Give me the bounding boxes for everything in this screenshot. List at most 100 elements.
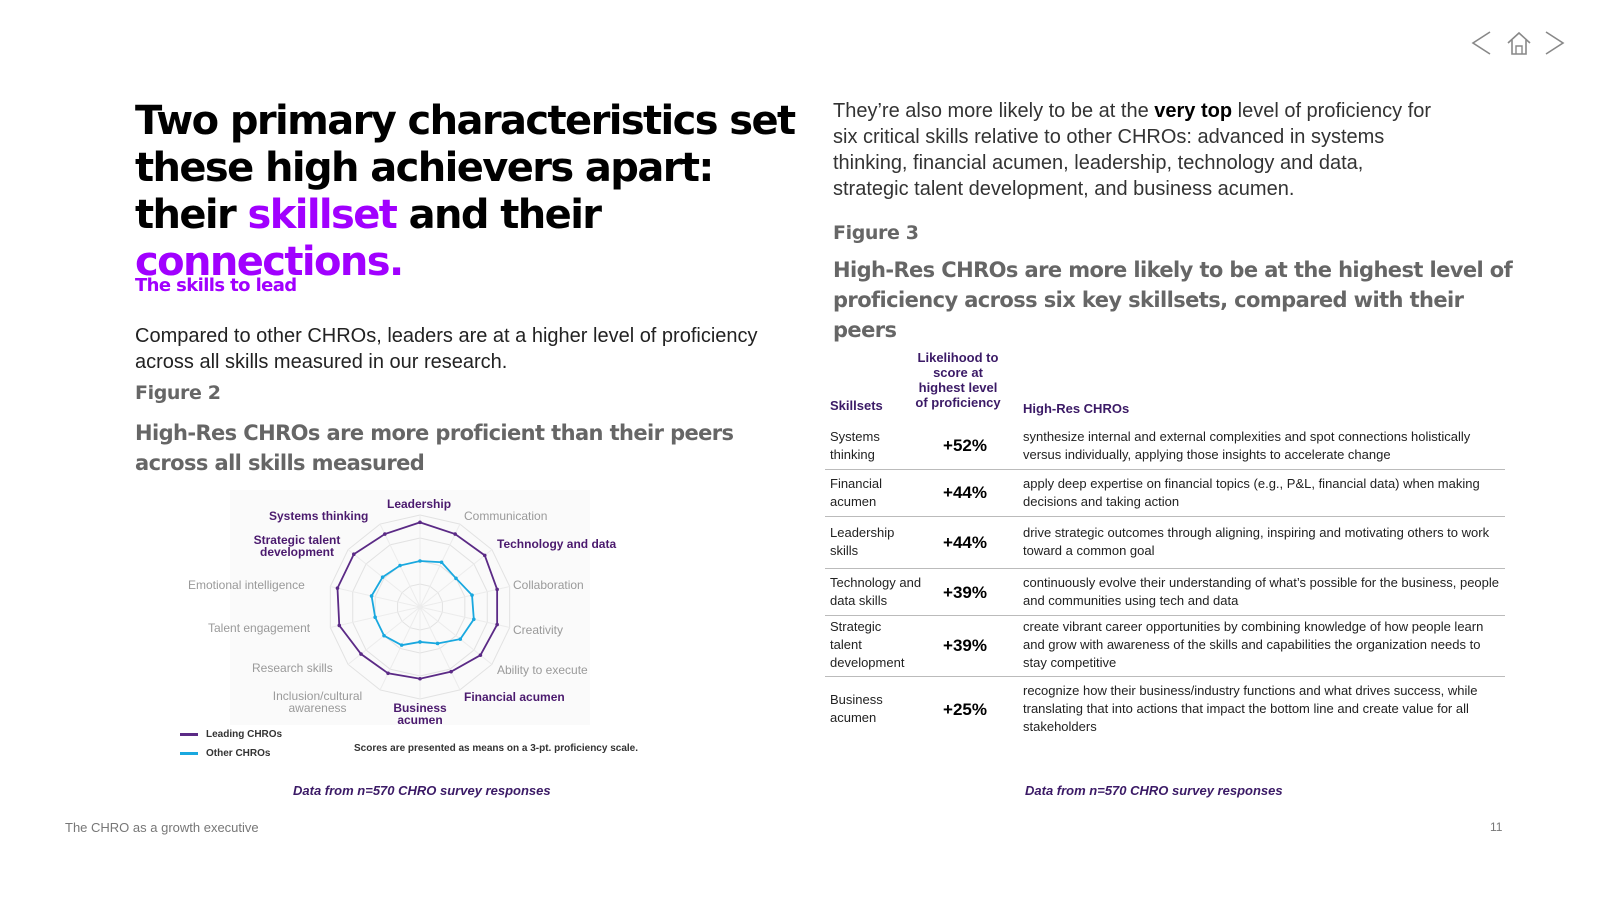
radar-series-1-point-0 [418,559,422,563]
radar-series-0-point-7 [418,676,422,681]
radar-series-0-point-11 [335,586,340,590]
row-skill: Systems thinking [830,429,880,462]
radar-label-financial-acumen: Financial acumen [464,690,565,704]
row-percent: +39% [943,636,987,655]
radar-series-0-point-12 [352,552,356,557]
header-likelihood: Likelihood to score at highest level of … [915,350,1001,410]
section-heading: The skills to lead [135,275,297,296]
slide-navigation [1470,30,1580,60]
radar-axis-1 [419,523,461,608]
radar-series-1-point-4 [472,617,476,622]
row-description: recognize how their business/industry fu… [1023,683,1478,734]
radar-label-leadership: Leadership [387,497,452,511]
radar-series-0-point-0 [418,520,422,525]
row-skill: Business acumen [830,692,883,725]
legend-label-other: Other CHROs [206,747,271,759]
radar-series-1-point-3 [470,593,474,597]
figure-3-source: Data from n=570 CHRO survey responses [1025,783,1283,798]
radar-label-technology-and-data: Technology and data [497,537,617,551]
row-skill: Strategic talent development [830,619,905,670]
radar-series-1-point-9 [382,633,386,638]
header-skillsets: Skillsets [830,398,883,413]
radar-series-0-point-8 [386,671,390,676]
row-skill: Technology and data skills [830,575,922,608]
radar-series-1-point-12 [380,575,385,579]
header-high-res: High-Res CHROs [1023,401,1130,416]
radar-series-1-line [370,560,475,647]
radar-series-0-point-2 [482,553,487,558]
title-highlight-connections: connections. [135,239,404,285]
radar-axis-3 [419,586,510,608]
radar-chart-svg [329,514,511,700]
row-percent: +39% [943,583,987,602]
radar-series-0-point-9 [359,652,363,656]
row-description: continuously evolve their understanding … [1023,575,1500,608]
chart-legend: Leading CHROs Other CHROs [180,725,282,763]
radar-label-ability-to-execute: Ability to execute [497,663,588,677]
row-percent: +25% [943,700,987,719]
figure-3-title: High-Res CHROs are more likely to be at … [833,258,1513,342]
table-row: Business acumen +25% recognize how their… [825,677,1505,742]
radar-label-strategic-talent-development: Strategic talent development [253,533,341,559]
radar-series-1-point-5 [458,637,463,641]
radar-label-emotional-intelligence: Emotional intelligence [188,578,305,592]
row-percent: +44% [943,533,987,552]
radar-label-communication: Communication [464,509,548,523]
radar-axis-11 [330,586,421,608]
row-description: apply deep expertise on financial topics… [1023,476,1480,509]
radar-axis-4 [419,606,510,628]
table-row: Systems thinking +52% synthesize interna… [825,428,1505,470]
footer-document-title: The CHRO as a growth executive [65,820,259,835]
figure-2-source: Data from n=570 CHRO survey responses [293,783,551,798]
table-row: Technology and data skills +39% continuo… [825,569,1505,616]
page-number: 11 [1490,820,1503,834]
figure-2-title: High-Res CHROs are more proficient than … [135,421,734,475]
radar-series-0-point-6 [449,669,453,674]
row-description: drive strategic outcomes through alignin… [1023,525,1490,558]
legend-swatch-other [180,751,198,755]
home-icon[interactable] [1506,30,1532,56]
radar-series-1-point-6 [435,641,440,646]
radar-series-0-point-10 [337,623,342,628]
radar-label-business-acumen: Business acumen [393,701,447,727]
radar-series-0-point-1 [453,532,457,536]
row-description: create vibrant career opportunities by c… [1023,619,1484,670]
radar-label-inclusion-cultural-awareness: Inclusion/cultural awareness [272,689,363,715]
chevron-left-icon[interactable] [1470,30,1492,56]
radar-label-systems-thinking: Systems thinking [269,509,369,523]
figure-2-label: Figure 2 [135,382,221,404]
title-highlight-skillset: skillset [247,192,398,238]
row-description: synthesize internal and external complex… [1023,429,1471,462]
chevron-right-icon[interactable] [1544,30,1566,56]
chart-score-note: Scores are presented as means on a 3-pt.… [354,743,639,754]
page-title: Two primary characteristics set these hi… [135,98,796,285]
table-row: Leadership skills +44% drive strategic o… [825,517,1505,569]
figure-3-label: Figure 3 [833,222,919,244]
radar-series-0-point-5 [478,653,483,657]
radar-series-0-point-3 [495,587,499,592]
radar-series-0-point-13 [383,532,387,536]
radar-series-1-point-10 [373,615,377,620]
radar-axis-8 [379,606,421,691]
left-intro-paragraph: Compared to other CHROs, leaders are at … [135,325,758,373]
legend-item-leading: Leading CHROs [180,725,282,743]
row-percent: +44% [943,483,987,502]
radar-axis-12 [347,549,421,608]
radar-series-1-point-1 [439,560,444,565]
row-percent: +52% [943,436,987,455]
radar-series-1-point-13 [398,563,402,568]
radar-chart: Leadership Communication Technology and da… [188,490,616,727]
radar-series-1-point-11 [369,594,374,598]
radar-label-talent-engagement: Talent engagement [208,621,311,635]
table-row: Strategic talent development +39% create… [825,616,1505,677]
radar-axis-6 [419,606,461,691]
radar-series-1-point-7 [418,640,422,644]
radar-series-1-point-8 [399,643,404,647]
legend-label-leading: Leading CHROs [206,728,283,740]
row-skill: Financial acumen [830,476,883,509]
legend-item-other: Other CHROs [180,744,282,762]
row-skill: Leadership skills [830,525,895,558]
radar-series-1-point-2 [454,576,458,581]
right-intro-paragraph: They’re also more likely to be at the ve… [833,100,1432,200]
table-row: Financial acumen +44% apply deep experti… [825,470,1505,517]
